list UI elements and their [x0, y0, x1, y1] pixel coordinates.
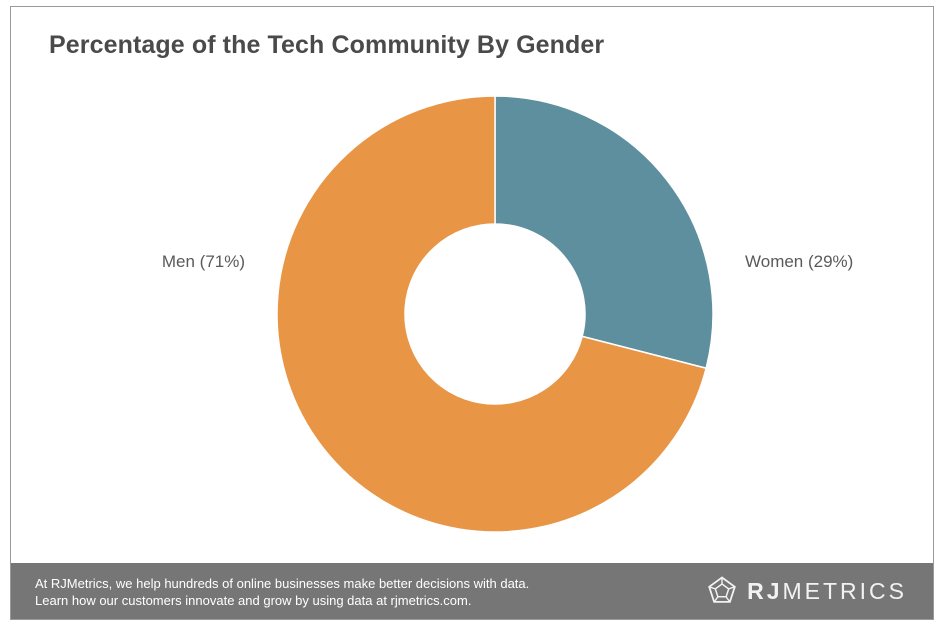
brand-name-rest: METRICS: [782, 577, 907, 604]
footer-text: At RJMetrics, we help hundreds of online…: [35, 575, 529, 609]
footer-line-1: At RJMetrics, we help hundreds of online…: [35, 576, 530, 591]
donut-chart: Women (29%) Men (71%): [162, 95, 853, 533]
brand-name-bold: RJ: [747, 577, 783, 604]
chart-frame: Percentage of the Tech Community By Gend…: [10, 6, 934, 620]
slice-label-men: Men (71%): [162, 252, 245, 271]
donut-slice-women[interactable]: [494, 95, 714, 370]
brand-name: RJMETRICS: [747, 578, 907, 605]
footer-banner: At RJMetrics, we help hundreds of online…: [11, 563, 933, 619]
slice-label-women: Women (29%): [745, 252, 853, 271]
brand-logo[interactable]: RJMETRICS: [707, 575, 907, 607]
footer-line-2: Learn how our customers innovate and gro…: [35, 593, 472, 608]
dodecahedron-logo-icon: [708, 576, 736, 603]
donut-slice-men[interactable]: [276, 95, 708, 533]
chart-title: Percentage of the Tech Community By Gend…: [49, 31, 605, 59]
